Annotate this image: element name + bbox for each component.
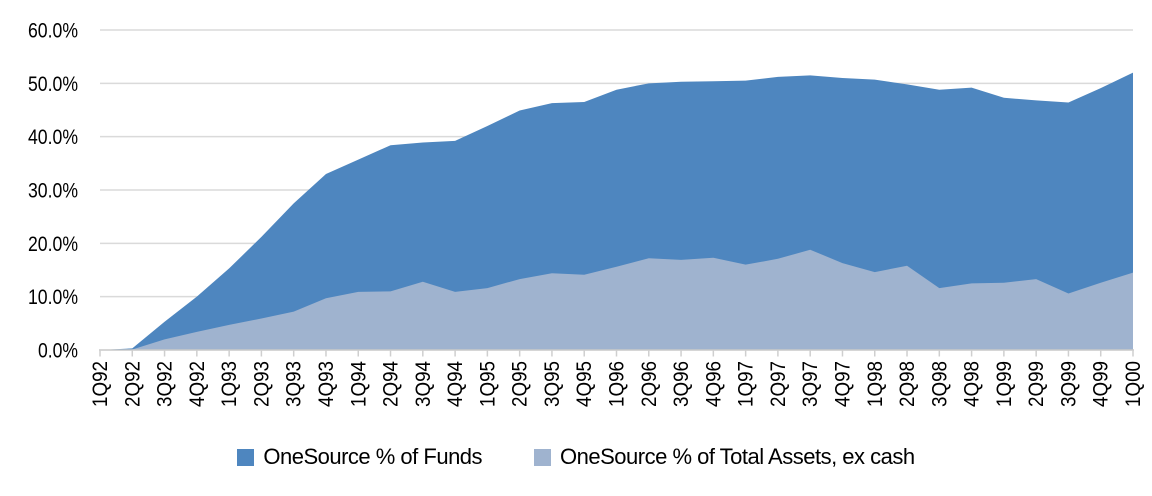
y-tick-label: 40.0% bbox=[28, 126, 78, 149]
x-tick-label: 4Q98 bbox=[961, 361, 984, 407]
y-tick-label: 50.0% bbox=[28, 73, 78, 96]
x-tick-label: 1Q97 bbox=[735, 361, 758, 407]
x-tick-label: 1Q93 bbox=[218, 361, 241, 407]
x-axis bbox=[99, 349, 1134, 357]
area-series bbox=[100, 72, 1133, 351]
area-total-assets bbox=[100, 249, 1133, 350]
y-tick-label: 10.0% bbox=[28, 286, 78, 309]
legend-swatch-funds-icon bbox=[237, 448, 255, 466]
y-tick-label: 30.0% bbox=[28, 180, 78, 203]
x-tick-label: 2Q93 bbox=[250, 361, 273, 407]
x-tick-label: 4Q95 bbox=[573, 361, 596, 407]
x-tick-label: 2Q92 bbox=[121, 361, 144, 407]
y-axis-labels: 0.0% 10.0% 20.0% 30.0% 40.0% 50.0% 60.0% bbox=[28, 20, 78, 363]
x-tick-label: 3Q94 bbox=[412, 361, 435, 407]
x-tick-label: 3Q93 bbox=[283, 361, 306, 407]
x-tick-label: 1Q00 bbox=[1122, 361, 1145, 407]
x-tick-label: 2Q94 bbox=[380, 361, 403, 407]
x-tick-label: 1Q99 bbox=[993, 361, 1016, 407]
x-tick-label: 1Q96 bbox=[606, 361, 629, 407]
x-tick-label: 3Q92 bbox=[154, 361, 177, 407]
legend-item-funds: OneSource % of Funds bbox=[237, 444, 483, 470]
x-tick-label: 2Q98 bbox=[896, 361, 919, 407]
legend-item-total-assets: OneSource % of Total Assets, ex cash bbox=[534, 444, 915, 470]
x-tick-label: 2Q97 bbox=[767, 361, 790, 407]
legend-label-total-assets: OneSource % of Total Assets, ex cash bbox=[560, 444, 915, 469]
y-tick-label: 20.0% bbox=[28, 233, 78, 256]
legend-swatch-total-assets-icon bbox=[534, 448, 552, 466]
chart-legend: OneSource % of Funds OneSource % of Tota… bbox=[0, 444, 1152, 470]
x-tick-label: 3Q96 bbox=[670, 361, 693, 407]
x-tick-label: 4Q96 bbox=[702, 361, 725, 407]
x-axis-labels: 1Q92 2Q92 3Q92 4Q92 1Q93 2Q93 3Q93 4Q93 1Q94 2Q94… bbox=[89, 361, 1145, 407]
x-tick-label: 4Q97 bbox=[831, 361, 854, 407]
x-tick-label: 3Q95 bbox=[541, 361, 564, 407]
y-tick-label: 0.0% bbox=[38, 340, 78, 363]
x-tick-label: 1Q94 bbox=[347, 361, 370, 407]
x-tick-label: 3Q99 bbox=[1057, 361, 1080, 407]
x-tick-label: 4Q94 bbox=[444, 361, 467, 407]
y-tick-label: 60.0% bbox=[28, 20, 78, 43]
x-tick-label: 2Q99 bbox=[1025, 361, 1048, 407]
x-tick-label: 2Q95 bbox=[509, 361, 532, 407]
x-tick-label: 4Q99 bbox=[1090, 361, 1113, 407]
x-tick-label: 3Q97 bbox=[799, 361, 822, 407]
x-tick-label: 2Q96 bbox=[638, 361, 661, 407]
x-tick-label: 4Q93 bbox=[315, 361, 338, 407]
x-tick-label: 1Q92 bbox=[89, 361, 112, 407]
x-tick-label: 1Q98 bbox=[864, 361, 887, 407]
x-tick-label: 3Q98 bbox=[928, 361, 951, 407]
x-tick-label: 1Q95 bbox=[476, 361, 499, 407]
legend-label-funds: OneSource % of Funds bbox=[263, 444, 483, 469]
area-chart: 0.0% 10.0% 20.0% 30.0% 40.0% 50.0% 60.0% 1Q92 2Q… bbox=[28, 20, 1145, 408]
x-tick-label: 4Q92 bbox=[186, 361, 209, 407]
